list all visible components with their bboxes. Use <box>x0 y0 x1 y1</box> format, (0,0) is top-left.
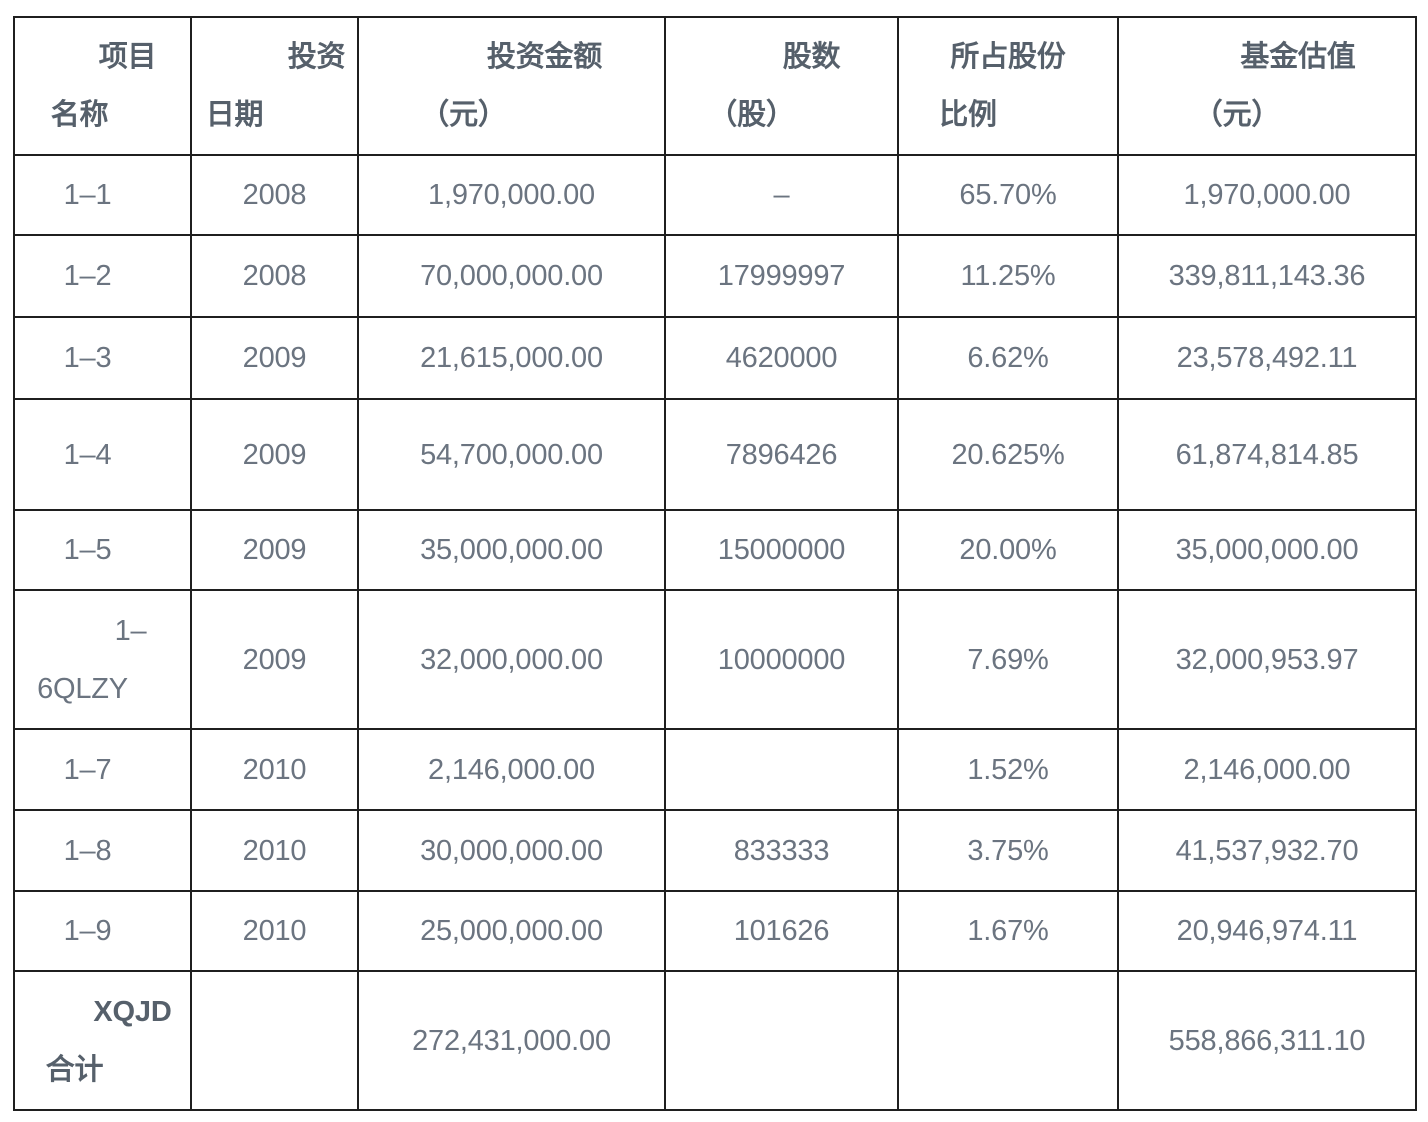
table-row: 1– 6QLZY 2009 32,000,000.00 10000000 7.6… <box>13 589 1417 730</box>
cell-project-name: 1–3 <box>13 316 192 400</box>
cell-date: 2009 <box>190 316 359 400</box>
cell-amount: 1,970,000.00 <box>357 154 666 236</box>
cell-shares: – <box>664 154 899 236</box>
cell-ratio: 11.25% <box>897 234 1119 318</box>
cell-ratio: 7.69% <box>897 589 1119 730</box>
table-total-row: XQJD 合计 272,431,000.00 558,866,311.10 <box>13 970 1417 1111</box>
cell-shares: 17999997 <box>664 234 899 318</box>
cell-amount: 2,146,000.00 <box>357 728 666 811</box>
table-row: 1–8 2010 30,000,000.00 833333 3.75% 41,5… <box>13 809 1417 892</box>
cell-valuation: 23,578,492.11 <box>1117 316 1417 400</box>
cell-date: 2010 <box>190 728 359 811</box>
table-header-row: 项目 名称 投资 日期 投资金额 （元） 股数 （股） 所占股份 比例 基金估值… <box>13 16 1417 156</box>
table-row: 1–1 2008 1,970,000.00 – 65.70% 1,970,000… <box>13 154 1417 236</box>
table-row: 1–3 2009 21,615,000.00 4620000 6.62% 23,… <box>13 316 1417 400</box>
cell-shares: 10000000 <box>664 589 899 730</box>
cell-amount: 30,000,000.00 <box>357 809 666 892</box>
cell-total-date <box>190 970 359 1111</box>
cell-ratio: 20.625% <box>897 398 1119 511</box>
cell-date: 2008 <box>190 234 359 318</box>
cell-shares: 4620000 <box>664 316 899 400</box>
cell-ratio: 3.75% <box>897 809 1119 892</box>
cell-total-ratio <box>897 970 1119 1111</box>
cell-valuation: 2,146,000.00 <box>1117 728 1417 811</box>
cell-date: 2009 <box>190 398 359 511</box>
header-project-name: 项目 名称 <box>13 16 192 156</box>
cell-valuation: 35,000,000.00 <box>1117 509 1417 591</box>
cell-valuation: 32,000,953.97 <box>1117 589 1417 730</box>
cell-date: 2010 <box>190 890 359 972</box>
cell-amount: 35,000,000.00 <box>357 509 666 591</box>
cell-amount: 21,615,000.00 <box>357 316 666 400</box>
cell-amount: 32,000,000.00 <box>357 589 666 730</box>
cell-valuation: 20,946,974.11 <box>1117 890 1417 972</box>
cell-date: 2009 <box>190 509 359 591</box>
cell-ratio: 6.62% <box>897 316 1119 400</box>
cell-valuation: 61,874,814.85 <box>1117 398 1417 511</box>
cell-date: 2009 <box>190 589 359 730</box>
cell-shares: 7896426 <box>664 398 899 511</box>
cell-total-valuation: 558,866,311.10 <box>1117 970 1417 1111</box>
cell-valuation: 1,970,000.00 <box>1117 154 1417 236</box>
cell-project-name: 1–7 <box>13 728 192 811</box>
cell-ratio: 1.67% <box>897 890 1119 972</box>
cell-project-name: 1– 6QLZY <box>13 589 192 730</box>
cell-shares: 101626 <box>664 890 899 972</box>
cell-date: 2010 <box>190 809 359 892</box>
cell-shares: 15000000 <box>664 509 899 591</box>
cell-valuation: 41,537,932.70 <box>1117 809 1417 892</box>
cell-total-name: XQJD 合计 <box>13 970 192 1111</box>
cell-project-name: 1–4 <box>13 398 192 511</box>
cell-ratio: 65.70% <box>897 154 1119 236</box>
table-row: 1–5 2009 35,000,000.00 15000000 20.00% 3… <box>13 509 1417 591</box>
cell-date: 2008 <box>190 154 359 236</box>
cell-project-name: 1–2 <box>13 234 192 318</box>
table-row: 1–7 2010 2,146,000.00 1.52% 2,146,000.00 <box>13 728 1417 811</box>
cell-project-name: 1–9 <box>13 890 192 972</box>
cell-amount: 25,000,000.00 <box>357 890 666 972</box>
table-row: 1–4 2009 54,700,000.00 7896426 20.625% 6… <box>13 398 1417 511</box>
cell-project-name: 1–8 <box>13 809 192 892</box>
cell-total-amount: 272,431,000.00 <box>357 970 666 1111</box>
header-fund-valuation: 基金估值 （元） <box>1117 16 1417 156</box>
header-invest-amount: 投资金额 （元） <box>357 16 666 156</box>
cell-shares: 833333 <box>664 809 899 892</box>
investment-table: 项目 名称 投资 日期 投资金额 （元） 股数 （股） 所占股份 比例 基金估值… <box>13 16 1417 1111</box>
cell-amount: 54,700,000.00 <box>357 398 666 511</box>
table-row: 1–2 2008 70,000,000.00 17999997 11.25% 3… <box>13 234 1417 318</box>
header-invest-date: 投资 日期 <box>190 16 359 156</box>
cell-shares <box>664 728 899 811</box>
cell-amount: 70,000,000.00 <box>357 234 666 318</box>
cell-project-name: 1–5 <box>13 509 192 591</box>
table-row: 1–9 2010 25,000,000.00 101626 1.67% 20,9… <box>13 890 1417 972</box>
header-shares: 股数 （股） <box>664 16 899 156</box>
cell-valuation: 339,811,143.36 <box>1117 234 1417 318</box>
header-share-ratio: 所占股份 比例 <box>897 16 1119 156</box>
cell-total-shares <box>664 970 899 1111</box>
cell-ratio: 1.52% <box>897 728 1119 811</box>
cell-project-name: 1–1 <box>13 154 192 236</box>
cell-ratio: 20.00% <box>897 509 1119 591</box>
